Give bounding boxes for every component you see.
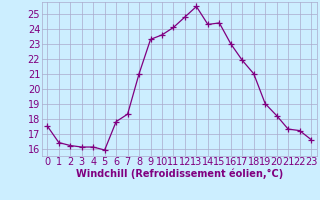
X-axis label: Windchill (Refroidissement éolien,°C): Windchill (Refroidissement éolien,°C) [76,169,283,179]
